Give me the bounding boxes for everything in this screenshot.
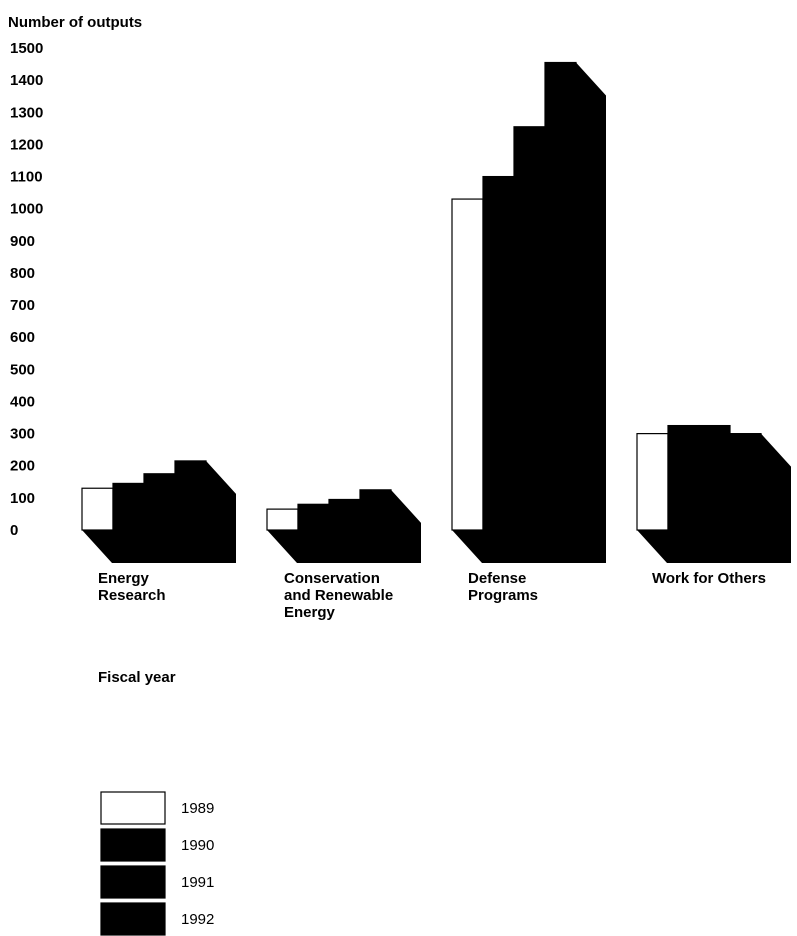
category-label: Work for Others (652, 570, 766, 587)
bar-1989 (451, 198, 484, 531)
legend-swatch (100, 828, 166, 862)
y-tick-label: 500 (10, 361, 35, 378)
y-axis-ticks: 0 100 200 300 400 500 600 700 800 900 1000 1100 1200… (10, 40, 43, 539)
category-labels: Energy Research Conservation and Renewable E… (98, 570, 766, 621)
bar-1989 (266, 508, 299, 531)
y-tick-label: 900 (10, 233, 35, 250)
bar-1991 (143, 473, 176, 531)
bar-1992 (544, 61, 577, 531)
bar-1990 (667, 424, 700, 531)
y-tick-label: 300 (10, 426, 35, 443)
category-label: Energy Research (98, 570, 166, 604)
bar-group (266, 489, 421, 563)
bar-1989 (81, 487, 114, 531)
y-tick-label: 100 (10, 490, 35, 507)
bar-1990 (297, 503, 330, 531)
bar-1990 (112, 482, 145, 531)
bar-1992 (174, 460, 207, 531)
bar-1990 (482, 175, 515, 531)
bar-group (636, 424, 791, 563)
y-tick-label: 1100 (10, 169, 43, 186)
legend-label: 1992 (181, 911, 214, 928)
y-tick-label: 1400 (10, 72, 43, 89)
y-tick-label: 1300 (10, 104, 43, 121)
legend-label: 1990 (181, 837, 214, 854)
bar-group (81, 460, 236, 563)
y-tick-label: 1200 (10, 136, 43, 153)
y-tick-label: 200 (10, 458, 35, 475)
x-axis-title: Fiscal year (98, 669, 176, 686)
y-tick-label: 400 (10, 393, 35, 410)
bar-1991 (513, 126, 546, 531)
y-tick-label: 800 (10, 265, 35, 282)
bar-1992 (729, 433, 762, 531)
bar-1989 (636, 433, 669, 531)
category-label: Conservation and Renewable Energy (284, 570, 393, 621)
legend-swatch (100, 865, 166, 899)
y-axis-title: Number of outputs (8, 14, 142, 31)
bar-groups (81, 61, 791, 564)
legend: 1989 1990 1991 1992 (100, 791, 214, 936)
bar-1992 (359, 489, 392, 531)
y-tick-label: 1500 (10, 40, 43, 57)
category-label: Defense Programs (468, 570, 538, 604)
bar-1991 (698, 424, 731, 531)
legend-label: 1991 (181, 874, 214, 891)
y-tick-label: 700 (10, 297, 35, 314)
legend-label: 1989 (181, 800, 214, 817)
legend-swatch (100, 902, 166, 936)
bar-group (451, 61, 606, 564)
y-tick-label: 600 (10, 329, 35, 346)
y-tick-label: 0 (10, 522, 18, 539)
y-tick-label: 1000 (10, 201, 43, 218)
legend-swatch (100, 791, 166, 825)
bar-1991 (328, 498, 361, 531)
